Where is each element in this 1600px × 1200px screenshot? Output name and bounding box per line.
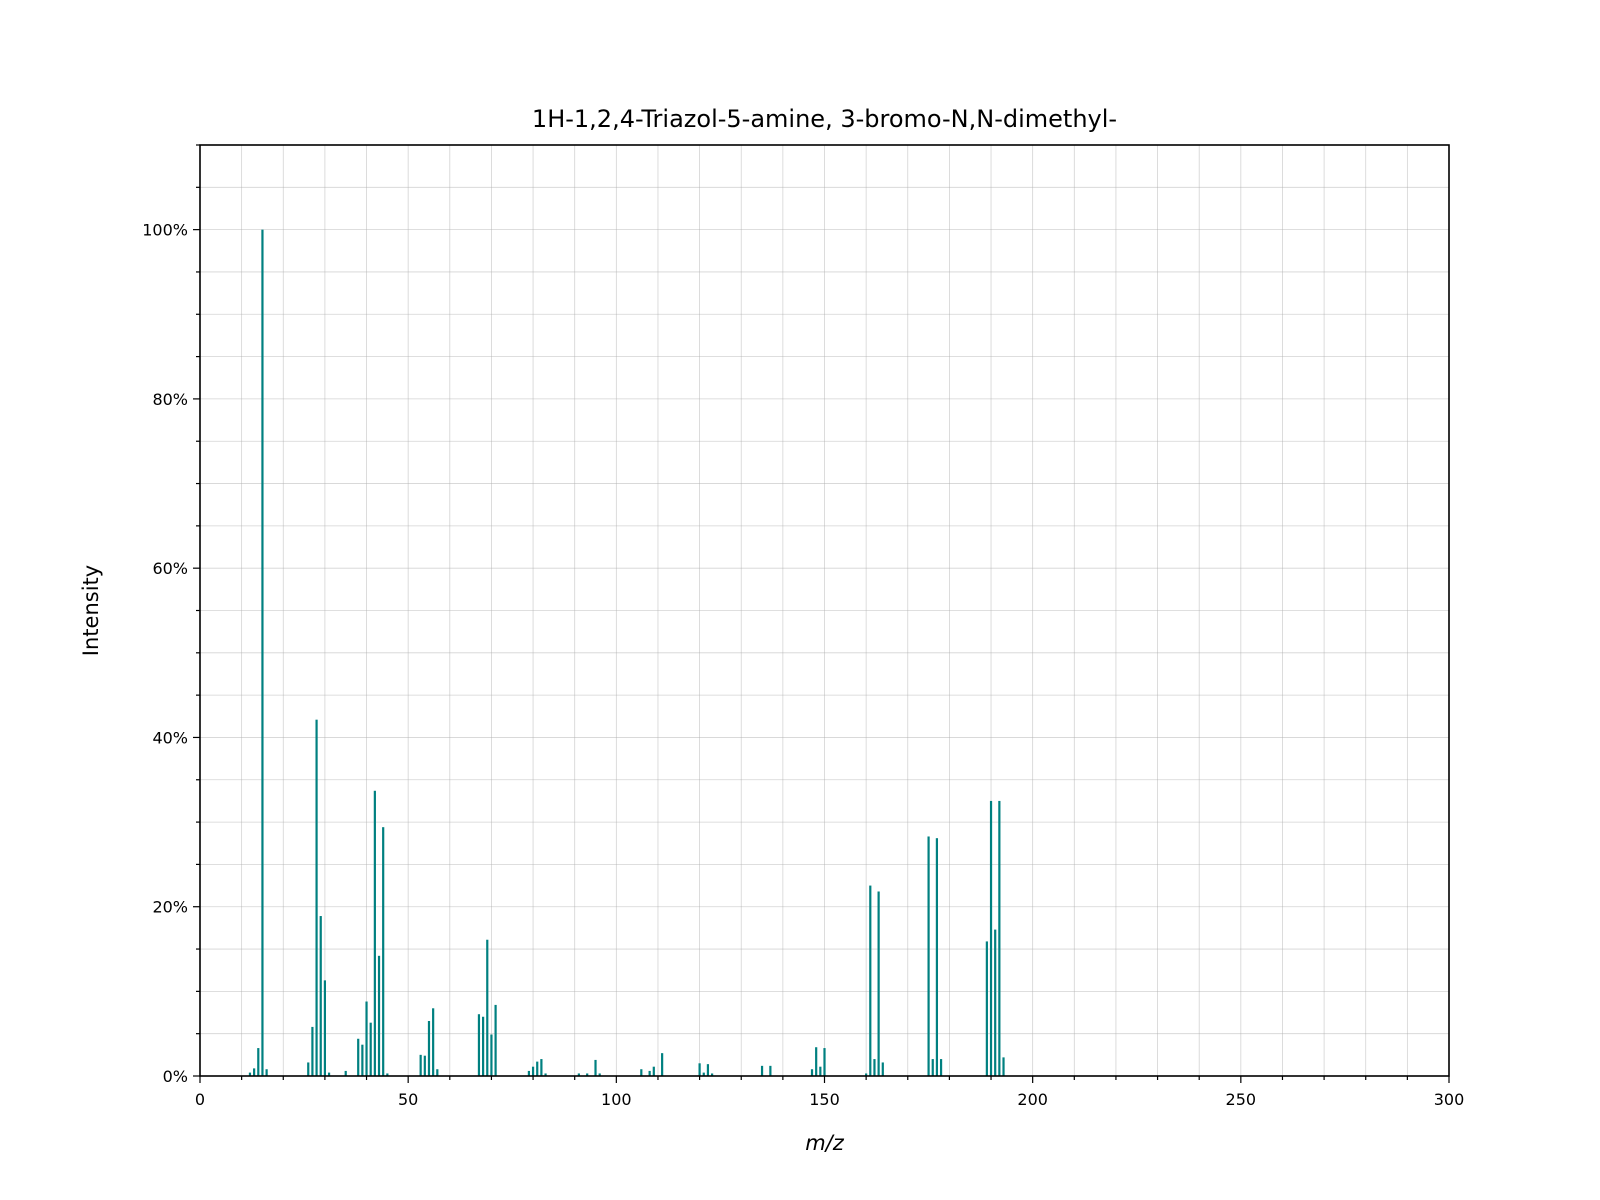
x-tick-label: 300 — [1434, 1090, 1465, 1109]
peak-bar — [531, 1066, 535, 1076]
peak-bar — [486, 939, 489, 1076]
peak-bar — [698, 1063, 701, 1076]
peak-bar — [373, 790, 376, 1076]
peak-bar — [873, 1059, 876, 1076]
peak-bar — [640, 1069, 643, 1076]
peak-bar — [482, 1016, 485, 1076]
peak-bar — [490, 1034, 493, 1076]
peak-bar — [989, 800, 993, 1076]
x-tick-label: 0 — [195, 1090, 205, 1109]
peak-bar — [877, 891, 880, 1076]
peak-bar — [382, 827, 385, 1076]
peak-bar — [419, 1054, 422, 1076]
peak-bar — [586, 1073, 589, 1076]
peak-bar — [540, 1059, 543, 1076]
peak-bar — [710, 1073, 714, 1076]
y-tick-label: 100% — [142, 221, 188, 240]
peak-bar — [361, 1044, 364, 1076]
peak-bar — [998, 800, 1001, 1076]
peak-bar — [652, 1066, 655, 1076]
peak-bar — [810, 1069, 814, 1076]
peak-bar — [819, 1066, 822, 1076]
peak-bar — [423, 1055, 426, 1076]
peak-bar — [702, 1072, 705, 1076]
peak-bar — [823, 1048, 826, 1076]
peak-bar — [311, 1026, 314, 1076]
peak-bar — [985, 941, 988, 1076]
peak-bar — [939, 1059, 943, 1076]
chart-title: 1H-1,2,4-Triazol-5-amine, 3-bromo-N,N-di… — [532, 105, 1117, 133]
peak-bar — [319, 916, 322, 1076]
x-axis-label: m/z — [805, 1131, 845, 1155]
peak-bar — [760, 1065, 764, 1076]
peak-bar — [594, 1059, 597, 1076]
y-tick-label: 60% — [152, 559, 188, 578]
y-tick-label: 20% — [152, 898, 188, 917]
peak-bar — [427, 1020, 431, 1076]
peak-bar — [1002, 1057, 1005, 1076]
x-tick-label: 250 — [1226, 1090, 1257, 1109]
peak-bar — [261, 229, 264, 1077]
peak-bar — [257, 1048, 260, 1076]
peak-bar — [253, 1068, 256, 1076]
peak-bar — [927, 836, 930, 1076]
peak-bar — [815, 1047, 818, 1076]
peak-bar — [994, 929, 997, 1076]
peak-bar — [265, 1069, 268, 1076]
y-tick-label: 40% — [152, 728, 188, 747]
x-tick-label: 50 — [398, 1090, 418, 1109]
peak-bar — [357, 1038, 360, 1076]
peak-bar — [931, 1059, 934, 1076]
peak-bar — [865, 1073, 868, 1076]
grid — [200, 145, 1449, 1076]
peak-bar — [527, 1070, 531, 1076]
peak-bar — [869, 885, 872, 1076]
y-tick-label: 0% — [163, 1067, 188, 1086]
y-axis-label: Intensity — [79, 565, 103, 656]
peak-bar — [369, 1022, 372, 1076]
peak-bar — [935, 838, 939, 1076]
x-tick-label: 150 — [809, 1090, 840, 1109]
peak-bar — [494, 1004, 497, 1076]
axis-ticks: 0 50 100 150 200 250 300 0% 20% 40% 60% 80% 100% — [142, 144, 1465, 1109]
peak-bar — [323, 980, 326, 1076]
x-tick-label: 200 — [1017, 1090, 1048, 1109]
peak-bar — [769, 1065, 772, 1076]
peak-bar — [577, 1073, 580, 1076]
peak-bar — [706, 1064, 710, 1076]
peak-bar — [432, 1008, 435, 1076]
x-tick-label: 100 — [601, 1090, 632, 1109]
y-tick-label: 80% — [152, 390, 188, 409]
peak-bar — [544, 1073, 547, 1076]
peak-bar — [386, 1073, 389, 1076]
peak-bar — [307, 1062, 310, 1076]
peak-bar — [344, 1070, 347, 1076]
peak-bar — [327, 1072, 331, 1076]
peak-bar — [477, 1014, 481, 1076]
peak-bar — [377, 955, 381, 1076]
peak-bar — [648, 1070, 651, 1076]
peak-bar — [536, 1061, 539, 1076]
peak-bar — [248, 1072, 252, 1076]
peak-bar — [881, 1062, 884, 1076]
peak-bars — [248, 229, 1005, 1077]
peak-bar — [661, 1053, 664, 1076]
peak-bar — [436, 1069, 439, 1076]
peak-bar — [598, 1073, 601, 1076]
peak-bar — [365, 1001, 368, 1076]
peak-bar — [315, 719, 318, 1076]
